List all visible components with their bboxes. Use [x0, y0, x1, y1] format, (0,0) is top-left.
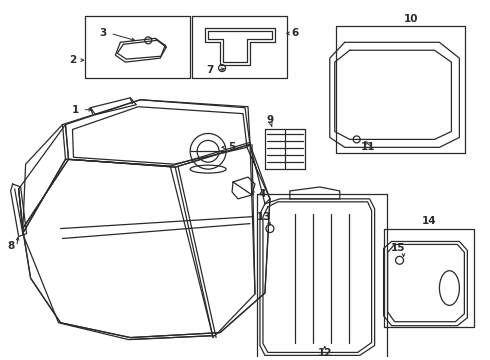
- Text: 15: 15: [391, 243, 405, 253]
- Text: 11: 11: [361, 142, 375, 152]
- Text: 4: 4: [258, 189, 266, 199]
- Text: 13: 13: [257, 212, 271, 222]
- Text: 14: 14: [422, 216, 437, 226]
- Text: 1: 1: [72, 105, 79, 115]
- Text: 10: 10: [404, 14, 419, 23]
- Text: 9: 9: [267, 114, 273, 125]
- Text: 2: 2: [69, 55, 76, 65]
- Text: 5: 5: [228, 142, 236, 152]
- Text: 7: 7: [206, 65, 214, 75]
- Text: 6: 6: [291, 28, 298, 39]
- Text: 12: 12: [318, 348, 332, 359]
- Text: 8: 8: [7, 242, 14, 251]
- Text: 3: 3: [100, 28, 107, 39]
